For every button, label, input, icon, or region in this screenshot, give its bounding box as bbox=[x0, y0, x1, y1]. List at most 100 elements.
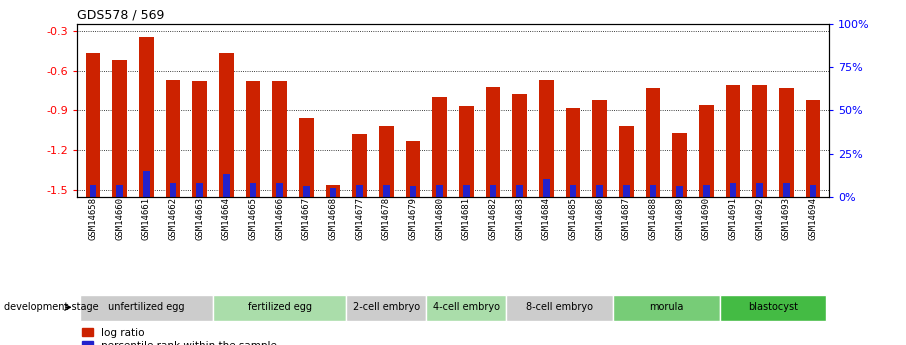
Text: GSM14686: GSM14686 bbox=[595, 197, 604, 240]
Text: GSM14677: GSM14677 bbox=[355, 197, 364, 240]
Text: GSM14664: GSM14664 bbox=[222, 197, 231, 240]
Bar bbox=[752, 85, 767, 197]
Text: GSM14694: GSM14694 bbox=[808, 197, 817, 240]
Bar bbox=[729, 183, 737, 197]
Bar bbox=[379, 126, 394, 197]
Bar bbox=[325, 185, 341, 197]
Bar bbox=[646, 88, 660, 197]
Text: GSM14691: GSM14691 bbox=[728, 197, 737, 240]
Bar bbox=[783, 183, 790, 197]
Bar bbox=[596, 185, 603, 197]
Text: GSM14658: GSM14658 bbox=[89, 197, 98, 240]
Bar bbox=[303, 186, 310, 197]
Text: GSM14693: GSM14693 bbox=[782, 197, 791, 240]
Text: GSM14683: GSM14683 bbox=[516, 197, 525, 240]
Bar bbox=[486, 87, 500, 197]
Bar bbox=[383, 185, 390, 197]
Bar bbox=[166, 80, 180, 197]
Text: GSM14662: GSM14662 bbox=[169, 197, 178, 240]
Bar bbox=[463, 185, 469, 197]
Bar bbox=[116, 185, 123, 197]
Bar bbox=[677, 186, 683, 197]
Bar bbox=[539, 80, 554, 197]
Text: GSM14680: GSM14680 bbox=[435, 197, 444, 240]
Text: morula: morula bbox=[649, 302, 683, 312]
Text: GSM14679: GSM14679 bbox=[409, 197, 418, 240]
Text: 4-cell embryo: 4-cell embryo bbox=[433, 302, 500, 312]
Text: GSM14682: GSM14682 bbox=[488, 197, 497, 240]
Text: GSM14667: GSM14667 bbox=[302, 197, 311, 240]
Text: unfertilized egg: unfertilized egg bbox=[108, 302, 185, 312]
Text: GSM14661: GSM14661 bbox=[142, 197, 150, 240]
Text: GSM14665: GSM14665 bbox=[248, 197, 257, 240]
Bar bbox=[593, 100, 607, 197]
Text: GSM14684: GSM14684 bbox=[542, 197, 551, 240]
Bar bbox=[810, 185, 816, 197]
Bar bbox=[490, 185, 496, 197]
Text: GSM14685: GSM14685 bbox=[568, 197, 577, 240]
Bar bbox=[112, 60, 127, 197]
Text: GSM14668: GSM14668 bbox=[329, 197, 338, 240]
Text: GSM14692: GSM14692 bbox=[756, 197, 764, 240]
Bar bbox=[516, 185, 523, 197]
Bar bbox=[570, 185, 576, 197]
Text: GSM14666: GSM14666 bbox=[275, 197, 284, 240]
Bar bbox=[223, 174, 229, 197]
Bar bbox=[432, 97, 447, 197]
Bar bbox=[427, 295, 506, 321]
Bar bbox=[459, 106, 474, 197]
Bar bbox=[219, 53, 234, 197]
Legend: log ratio, percentile rank within the sample: log ratio, percentile rank within the sa… bbox=[82, 328, 277, 345]
Bar bbox=[406, 141, 420, 197]
Text: 2-cell embryo: 2-cell embryo bbox=[352, 302, 419, 312]
Bar bbox=[346, 295, 427, 321]
Bar bbox=[506, 295, 613, 321]
Bar bbox=[276, 183, 283, 197]
Bar bbox=[139, 37, 154, 197]
Bar bbox=[699, 105, 714, 197]
Bar bbox=[246, 81, 260, 197]
Bar bbox=[672, 133, 687, 197]
Text: GSM14681: GSM14681 bbox=[462, 197, 471, 240]
Bar bbox=[512, 95, 527, 197]
Text: GSM14678: GSM14678 bbox=[381, 197, 390, 240]
Text: GSM14663: GSM14663 bbox=[195, 197, 204, 240]
Bar bbox=[623, 185, 630, 197]
Bar bbox=[650, 185, 656, 197]
Bar bbox=[90, 185, 96, 197]
Bar bbox=[250, 183, 256, 197]
Bar bbox=[169, 183, 177, 197]
Bar bbox=[356, 185, 363, 197]
Bar bbox=[619, 126, 633, 197]
Text: GSM14689: GSM14689 bbox=[675, 197, 684, 240]
Bar bbox=[779, 88, 794, 197]
Text: GSM14687: GSM14687 bbox=[622, 197, 631, 240]
Bar bbox=[352, 134, 367, 197]
Bar bbox=[86, 53, 101, 197]
Text: GSM14660: GSM14660 bbox=[115, 197, 124, 240]
Bar bbox=[613, 295, 719, 321]
Bar bbox=[410, 186, 416, 197]
Text: GSM14688: GSM14688 bbox=[649, 197, 658, 240]
Text: fertilized egg: fertilized egg bbox=[247, 302, 312, 312]
Text: development stage: development stage bbox=[4, 302, 99, 312]
Bar bbox=[543, 179, 550, 197]
Text: blastocyst: blastocyst bbox=[748, 302, 798, 312]
Text: 8-cell embryo: 8-cell embryo bbox=[526, 302, 593, 312]
Bar bbox=[80, 295, 213, 321]
Text: GDS578 / 569: GDS578 / 569 bbox=[77, 9, 164, 22]
Bar bbox=[197, 183, 203, 197]
Bar bbox=[143, 171, 149, 197]
Bar bbox=[273, 81, 287, 197]
Bar bbox=[437, 185, 443, 197]
Bar bbox=[192, 81, 207, 197]
Bar bbox=[330, 188, 336, 197]
Bar bbox=[703, 185, 709, 197]
Bar bbox=[726, 85, 740, 197]
Text: GSM14690: GSM14690 bbox=[702, 197, 711, 240]
Bar bbox=[565, 108, 581, 197]
Bar bbox=[719, 295, 826, 321]
Bar bbox=[213, 295, 346, 321]
Bar bbox=[757, 183, 763, 197]
Bar bbox=[805, 100, 820, 197]
